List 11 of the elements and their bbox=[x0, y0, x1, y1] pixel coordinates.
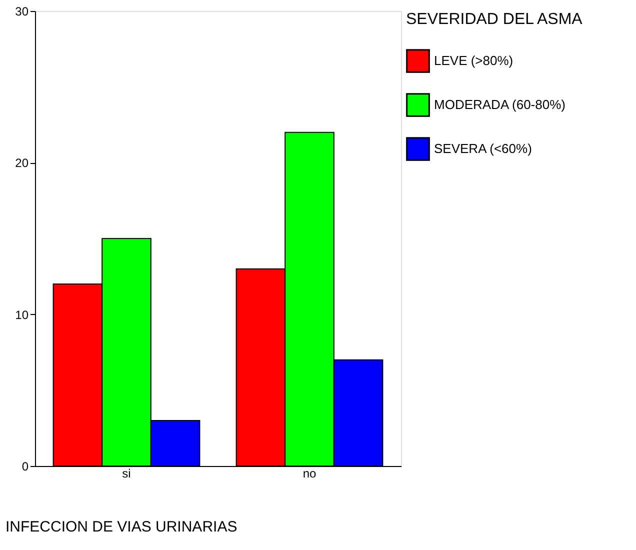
legend-label: SEVERA (<60%) bbox=[434, 141, 532, 156]
y-tick-label: 10 bbox=[15, 308, 29, 322]
x-tick-label: si bbox=[122, 466, 131, 480]
legend-title: SEVERIDAD DEL ASMA bbox=[406, 11, 583, 28]
x-tick-label: no bbox=[302, 466, 316, 480]
y-tick-label: 30 bbox=[15, 4, 29, 18]
x-axis-title: INFECCION DE VIAS URINARIAS bbox=[6, 518, 238, 536]
y-tick-label: 0 bbox=[22, 460, 29, 474]
y-tick-label: 20 bbox=[15, 156, 29, 170]
legend-label: LEVE (>80%) bbox=[434, 53, 514, 68]
legend-label: MODERADA (60-80%) bbox=[434, 97, 566, 112]
